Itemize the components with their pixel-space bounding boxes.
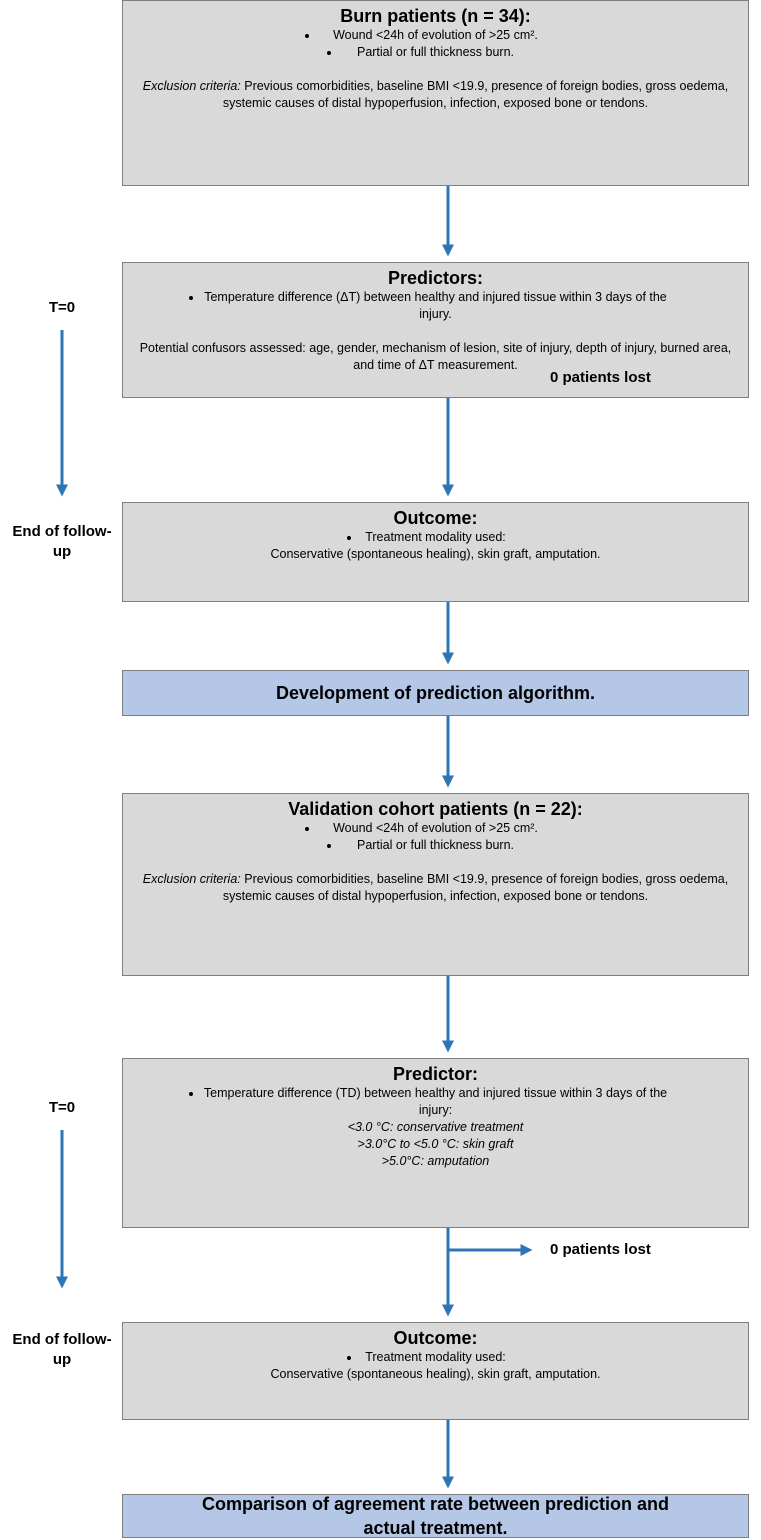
bullet-dot xyxy=(347,536,351,540)
paragraph: Exclusion criteria: Previous comorbiditi… xyxy=(137,78,734,112)
bullet-text: Treatment modality used: xyxy=(365,530,506,544)
paragraph: Conservative (spontaneous healing), skin… xyxy=(270,547,601,561)
box-title: Outcome: xyxy=(393,508,478,528)
time-label: T=0 xyxy=(48,1099,76,1116)
bullet-dot xyxy=(189,1092,193,1096)
box-title: Development of prediction algorithm. xyxy=(275,683,596,703)
lost-label: 0 patients lost xyxy=(550,369,651,386)
bullet-text: Temperature difference (ΔT) between heal… xyxy=(204,290,667,321)
bullet-line: Treatment modality used: xyxy=(137,1349,734,1366)
italic-label: Exclusion criteria: xyxy=(142,872,241,886)
bullet-line: Treatment modality used: xyxy=(137,529,734,546)
box-title: Predictor: xyxy=(392,1064,479,1084)
bullet-text: Temperature difference (TD) between heal… xyxy=(203,1086,668,1117)
bullet-text: Partial or full thickness burn. xyxy=(356,838,514,852)
box: Outcome: Treatment modality used: Conser… xyxy=(122,1322,749,1420)
bullet-text: Wound <24h of evolution of >25 cm². xyxy=(333,28,538,42)
range-line: <3.0 °C: conservative treatment xyxy=(347,1120,524,1134)
box-title: Predictors: xyxy=(387,268,484,288)
bullet-dot xyxy=(327,51,331,55)
time-label: End of follow-up xyxy=(12,1331,112,1368)
paragraph-text: Previous comorbidities, baseline BMI <19… xyxy=(222,79,729,110)
paragraph-text: Previous comorbidities, baseline BMI <19… xyxy=(222,872,729,903)
time-label: End of follow-up xyxy=(12,523,112,560)
bullet-line: Partial or full thickness burn. xyxy=(137,44,734,61)
box: Predictors: Temperature difference (ΔT) … xyxy=(122,262,749,398)
bullet-text: Treatment modality used: xyxy=(365,1350,506,1364)
bullet-dot xyxy=(347,1356,351,1360)
bullet-line: Partial or full thickness burn. xyxy=(137,837,734,854)
bullet-dot xyxy=(305,827,309,831)
paragraph: Conservative (spontaneous healing), skin… xyxy=(270,1367,601,1381)
bullet-text: Partial or full thickness burn. xyxy=(356,45,514,59)
box-title: Comparison of agreement rate between pre… xyxy=(201,1494,670,1538)
lost-label: 0 patients lost xyxy=(550,1241,651,1258)
italic-label: Exclusion criteria: xyxy=(142,79,241,93)
box: Outcome: Treatment modality used: Conser… xyxy=(122,502,749,602)
time-label: T=0 xyxy=(48,299,76,316)
box-title: Burn patients (n = 34): xyxy=(340,6,531,26)
bullet-line: Wound <24h of evolution of >25 cm². xyxy=(137,820,734,837)
box: Predictor: Temperature difference (TD) b… xyxy=(122,1058,749,1228)
bullet-dot xyxy=(305,34,309,38)
box-title: Outcome: xyxy=(393,1328,478,1348)
range-line: >5.0°C: amputation xyxy=(381,1154,490,1168)
bullet-line: Wound <24h of evolution of >25 cm². xyxy=(137,27,734,44)
bullet-text: Wound <24h of evolution of >25 cm². xyxy=(333,821,538,835)
box: Validation cohort patients (n = 22): Wou… xyxy=(122,793,749,976)
box: Comparison of agreement rate between pre… xyxy=(122,1494,749,1538)
box: Development of prediction algorithm. xyxy=(122,670,749,716)
bullet-line: Temperature difference (TD) between heal… xyxy=(137,1085,734,1119)
range-line: >3.0°C to <5.0 °C: skin graft xyxy=(357,1137,514,1151)
paragraph: Potential confusors assessed: age, gende… xyxy=(139,341,732,372)
box-title: Validation cohort patients (n = 22): xyxy=(288,799,583,819)
box: Burn patients (n = 34): Wound <24h of ev… xyxy=(122,0,749,186)
paragraph: Exclusion criteria: Previous comorbiditi… xyxy=(137,871,734,905)
bullet-dot xyxy=(189,296,193,300)
bullet-dot xyxy=(327,844,331,848)
bullet-line: Temperature difference (ΔT) between heal… xyxy=(137,289,734,323)
